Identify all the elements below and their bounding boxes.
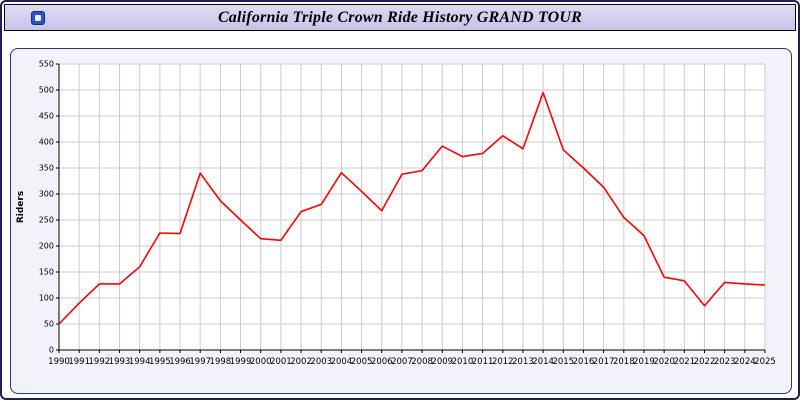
svg-text:2009: 2009 (431, 357, 453, 367)
svg-text:250: 250 (39, 216, 54, 225)
page-title: California Triple Crown Ride History GRA… (217, 8, 583, 26)
svg-text:1992: 1992 (89, 357, 111, 367)
svg-text:2008: 2008 (411, 357, 433, 367)
svg-text:350: 350 (39, 164, 54, 173)
svg-text:1998: 1998 (210, 357, 232, 367)
title-bar: California Triple Crown Ride History GRA… (4, 4, 796, 31)
svg-text:2000: 2000 (250, 357, 272, 367)
ride-history-line-chart: 0501001502002503003504004505005501990199… (16, 60, 776, 368)
svg-text:1993: 1993 (109, 357, 131, 367)
svg-text:50: 50 (44, 320, 54, 329)
svg-text:0: 0 (49, 346, 54, 355)
svg-text:150: 150 (39, 268, 54, 277)
svg-text:2015: 2015 (552, 357, 574, 367)
svg-text:2006: 2006 (371, 357, 393, 367)
svg-text:2016: 2016 (573, 357, 595, 367)
svg-text:500: 500 (39, 86, 54, 95)
svg-text:2001: 2001 (270, 357, 292, 367)
chart-panel: 0 50 100 150 200 250 300 350 400 450 500 550 1990 199… (10, 48, 792, 394)
svg-text:2021: 2021 (673, 357, 695, 367)
svg-text:2011: 2011 (472, 357, 494, 367)
svg-text:2003: 2003 (310, 357, 332, 367)
svg-text:2005: 2005 (351, 357, 373, 367)
svg-text:100: 100 (39, 294, 54, 303)
svg-text:1999: 1999 (230, 357, 252, 367)
svg-text:2025: 2025 (754, 357, 776, 367)
svg-text:2010: 2010 (452, 357, 474, 367)
svg-text:2020: 2020 (653, 357, 675, 367)
svg-text:2023: 2023 (714, 357, 736, 367)
svg-text:2018: 2018 (613, 357, 635, 367)
svg-text:2013: 2013 (512, 357, 534, 367)
svg-text:450: 450 (39, 112, 54, 121)
svg-text:550: 550 (39, 60, 54, 69)
svg-text:2004: 2004 (331, 357, 353, 367)
svg-text:1996: 1996 (169, 357, 191, 367)
svg-text:300: 300 (39, 190, 54, 199)
svg-text:1990: 1990 (48, 357, 70, 367)
svg-text:Riders: Riders (16, 191, 26, 223)
svg-text:2014: 2014 (532, 357, 554, 367)
svg-text:2002: 2002 (290, 357, 312, 367)
svg-text:200: 200 (39, 242, 54, 251)
svg-text:2012: 2012 (492, 357, 514, 367)
svg-text:1997: 1997 (189, 357, 211, 367)
svg-text:2022: 2022 (694, 357, 716, 367)
svg-text:1994: 1994 (129, 357, 151, 367)
svg-text:2019: 2019 (633, 357, 655, 367)
svg-text:2017: 2017 (593, 357, 615, 367)
svg-text:400: 400 (39, 138, 54, 147)
svg-text:2007: 2007 (391, 357, 413, 367)
svg-text:2024: 2024 (734, 357, 756, 367)
svg-text:1991: 1991 (68, 357, 90, 367)
svg-text:1995: 1995 (149, 357, 171, 367)
app-icon (31, 11, 45, 25)
